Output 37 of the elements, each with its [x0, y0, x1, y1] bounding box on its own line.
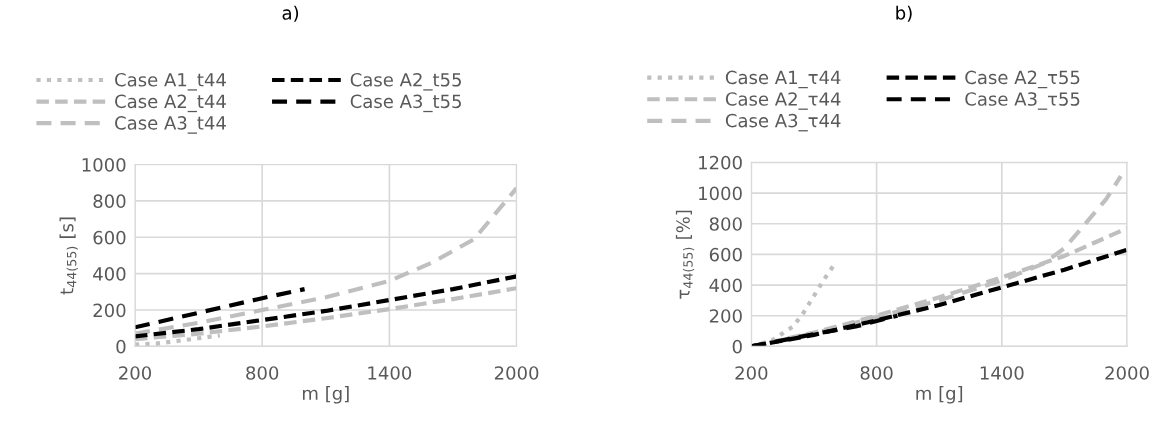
y-tick-label: 200 — [709, 309, 742, 323]
y-tick-label: 1000 — [699, 186, 742, 201]
x-tick-label: 1400 — [368, 366, 412, 380]
y-tick-label: 400 — [93, 267, 126, 281]
y-tick-label: 800 — [93, 194, 126, 209]
y-tick-label: 0 — [732, 339, 742, 354]
x-tick-label: 800 — [246, 366, 279, 380]
x-tick-label: 200 — [735, 366, 768, 380]
y-tick-label: 400 — [709, 278, 742, 293]
y-tick-label: 0 — [116, 339, 126, 354]
chart-title: a) — [282, 5, 299, 22]
y-tick-label: 1200 — [699, 155, 742, 170]
legend-label: Case A2_τ44 — [725, 92, 841, 110]
y-tick-label: 600 — [93, 230, 126, 245]
legend-label: Case A2_τ55 — [965, 70, 1080, 89]
x-tick-label: 2000 — [1105, 366, 1149, 380]
x-axis-title: m [g] — [916, 386, 963, 404]
y-tick-label: 600 — [709, 247, 742, 262]
legend-label: Case A1_t44 — [115, 72, 226, 91]
y-axis-title: t$_{44(55)}$ [s] — [59, 217, 78, 295]
y-axis-title: τ$_{44(55)}$ [%] — [675, 210, 695, 299]
x-axis-title: m [g] — [302, 386, 349, 404]
chart-title: b) — [896, 5, 912, 22]
legend-label: Case A3_t44 — [115, 116, 226, 134]
x-tick-label: 200 — [119, 366, 152, 380]
x-tick-label: 1400 — [980, 366, 1024, 380]
x-tick-label: 800 — [860, 366, 893, 380]
legend-label: Case A2_t55 — [350, 72, 461, 91]
x-tick-label: 2000 — [494, 366, 539, 380]
y-tick-label: 1000 — [82, 158, 126, 172]
y-tick-label: 800 — [709, 217, 742, 231]
legend-label: Case A1_τ44 — [725, 70, 841, 89]
y-tick-label: 200 — [93, 303, 126, 318]
legend-label: Case A3_t55 — [350, 94, 461, 113]
legend-label: Case A3_τ55 — [965, 92, 1080, 110]
legend-label: Case A3_τ44 — [725, 113, 841, 132]
legend-label: Case A2_t44 — [115, 94, 226, 113]
